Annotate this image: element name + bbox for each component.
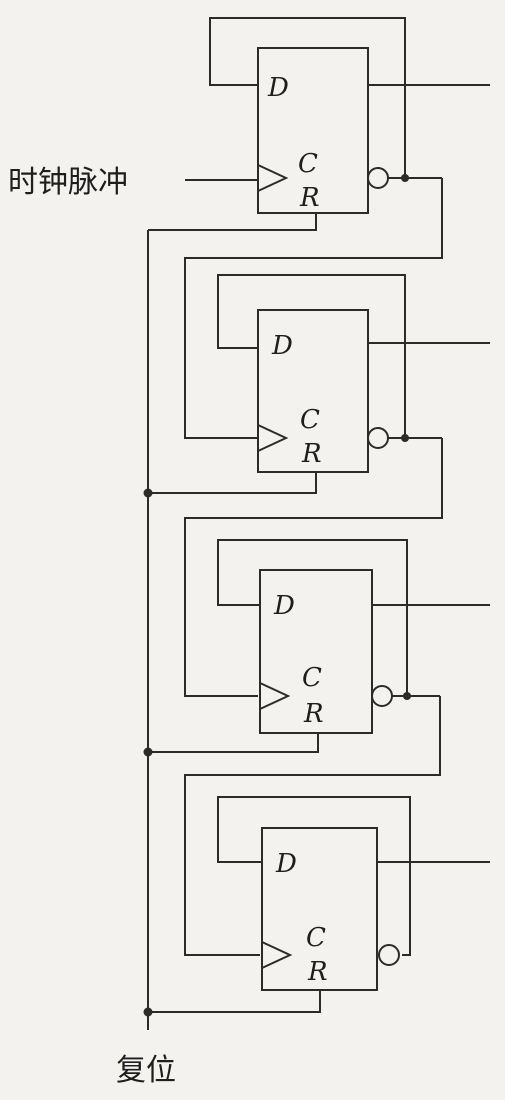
ff3-body [259, 569, 373, 734]
clock-pulse-label: 时钟脉冲 [8, 165, 128, 200]
ff1-pin-c: C [298, 149, 318, 179]
ff3-qbar-bubble [371, 685, 393, 707]
ff2-qbar-bubble [367, 427, 389, 449]
reset-junction-dot-4 [143, 1007, 153, 1017]
ff4-feedback-wire [217, 796, 411, 956]
reset-junction-dot-2 [143, 488, 153, 498]
ff3-to-ff4-clock-wire [184, 696, 441, 956]
ff4-pin-r: R [307, 957, 328, 987]
flip-flop-1: D C R [209, 17, 490, 214]
ff3-pin-d: D [273, 591, 295, 621]
ff2-pin-c: C [300, 405, 320, 435]
reset-label: 复位 [116, 1053, 176, 1088]
ff2-reset-wire [148, 472, 317, 494]
ff2-pin-r: R [301, 439, 322, 469]
ff2-pin-d: D [271, 331, 293, 361]
ff4-clock-triangle [261, 941, 293, 969]
reset-junction-dot-3 [143, 747, 153, 757]
ff3-pin-r: R [303, 699, 324, 729]
ff1-pin-r: R [299, 183, 320, 213]
ff1-body [257, 47, 369, 214]
ff1-pin-d: D [267, 73, 289, 103]
ff2-junction-dot [401, 434, 409, 442]
ff1-qbar-bubble [367, 167, 389, 189]
ff1-feedback-wire [209, 17, 406, 178]
ff3-clock-triangle [259, 682, 291, 710]
ff1-junction-dot [401, 174, 409, 182]
ff3-junction-dot [403, 692, 411, 700]
ff4-pin-d: D [275, 849, 297, 879]
flip-flop-2: D C R [217, 274, 490, 473]
ff2-body [257, 309, 369, 473]
ff4-qbar-bubble [378, 944, 400, 966]
flip-flop-3: D C R [217, 539, 490, 734]
ff4-body [261, 827, 378, 991]
ff2-to-ff3-clock-wire [184, 438, 443, 697]
flip-flop-4: D C R [217, 796, 490, 991]
ff1-to-ff2-clock-wire [184, 178, 443, 439]
ff1-clock-triangle [257, 164, 289, 192]
ff2-feedback-wire [217, 274, 406, 438]
ff4-reset-wire [148, 990, 321, 1013]
ff3-pin-c: C [302, 663, 322, 693]
ff1-reset-wire [148, 213, 317, 231]
ff4-pin-c: C [306, 923, 326, 953]
ff3-reset-wire [148, 733, 319, 753]
ff2-clock-triangle [257, 424, 289, 452]
ff3-feedback-wire [217, 539, 408, 696]
